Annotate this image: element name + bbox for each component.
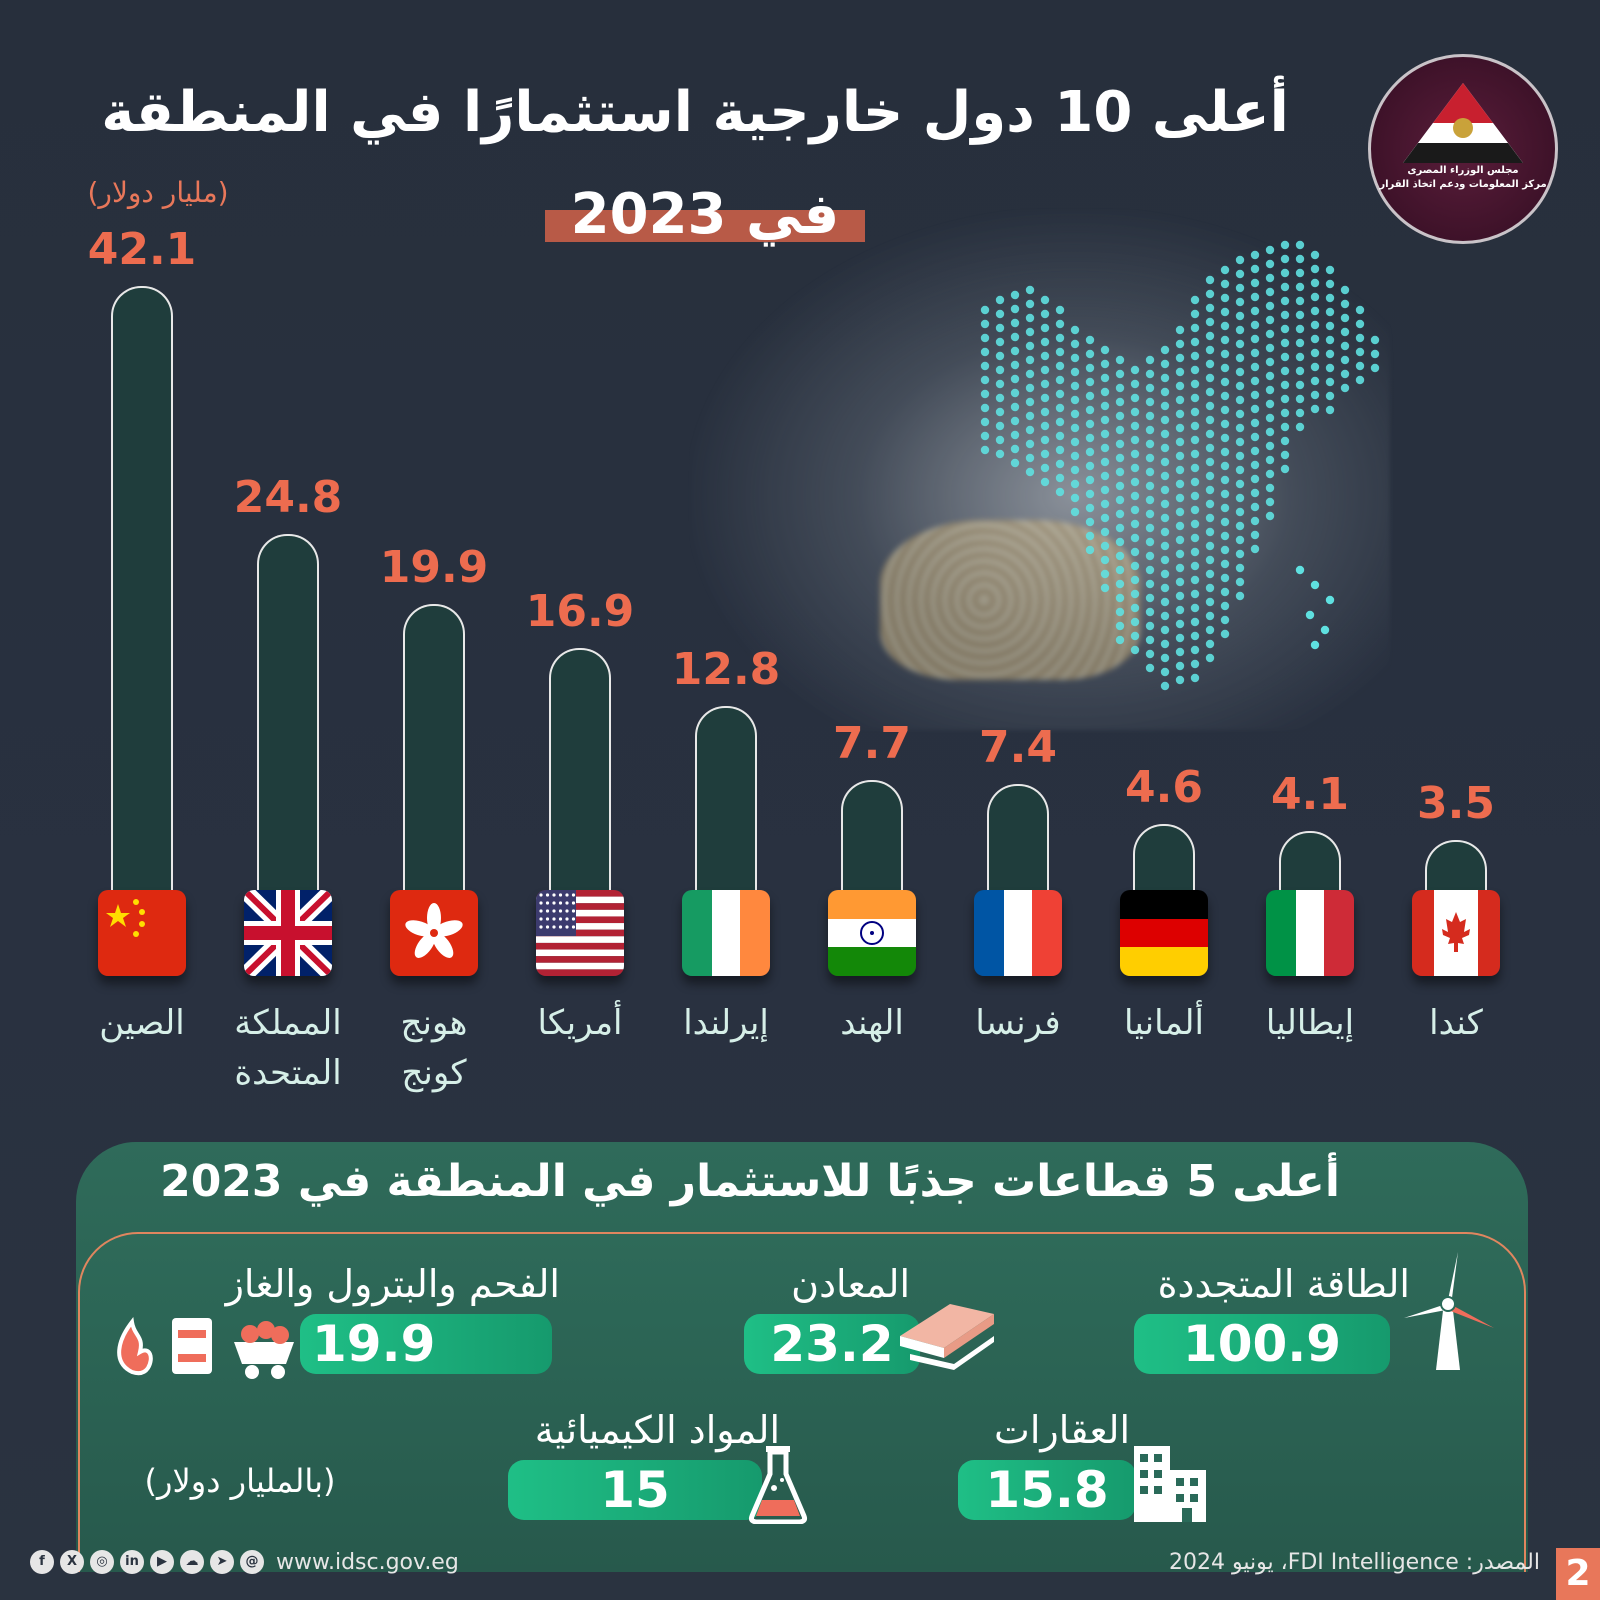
value-label-usa: 16.9 xyxy=(525,585,635,637)
buildings-icon xyxy=(1134,1446,1206,1522)
bar-germany xyxy=(1133,824,1195,896)
sector-label-chemicals: المواد الكيميائية xyxy=(534,1408,780,1452)
sector-value-real-estate: 15.8 xyxy=(958,1460,1136,1520)
usa-flag-icon xyxy=(536,890,624,976)
category-label-ireland: إيرلندا xyxy=(683,1003,769,1043)
logo-text: مجلس الوزراء المصرى مركز المعلومات ودعم … xyxy=(1378,164,1548,192)
logo-text-line1: مجلس الوزراء المصرى xyxy=(1407,165,1519,176)
coins-photo xyxy=(880,520,1140,680)
category-label-hong-kong: هونج كونج xyxy=(400,1003,468,1093)
value-label-hong-kong: 19.9 xyxy=(379,542,489,594)
value-label-canada: 3.5 xyxy=(1417,777,1495,829)
chemical-flask-icon xyxy=(749,1446,807,1524)
italy-flag-icon xyxy=(1266,890,1354,976)
hong-kong-flag-icon xyxy=(390,890,478,976)
sector-label-real-estate: العقارات xyxy=(994,1408,1130,1452)
sector-label-metals: المعادن xyxy=(791,1262,910,1306)
value-label-india: 7.7 xyxy=(833,717,911,769)
value-label-uk: 24.8 xyxy=(233,472,343,524)
bar-india xyxy=(841,779,903,896)
india-flag-icon xyxy=(828,890,916,976)
sector-label-coal-oil-gas: الفحم والبترول والغاز xyxy=(225,1262,560,1306)
facebook-icon[interactable]: f xyxy=(30,1550,54,1574)
ireland-flag-icon xyxy=(682,890,770,976)
sector-value-metals: 23.2 xyxy=(744,1314,920,1374)
page-title-line2: في 2023 xyxy=(570,182,840,247)
sector-label-renewable: الطاقة المتجددة xyxy=(1157,1262,1410,1306)
sectors-title: أعلى 5 قطاعات جذبًا للاستثمار في المنطقة… xyxy=(160,1156,1340,1207)
telegram-icon[interactable]: ➤ xyxy=(210,1550,234,1574)
sector-value-coal-oil-gas: 19.9 xyxy=(300,1314,552,1374)
eagle-icon xyxy=(1403,83,1523,163)
canada-flag-icon xyxy=(1412,890,1500,976)
bar-france xyxy=(987,783,1049,896)
linkedin-icon[interactable]: in xyxy=(120,1550,144,1574)
bar-china xyxy=(111,286,173,896)
category-label-china: الصين xyxy=(99,1003,185,1043)
category-label-uk: المملكة المتحدة xyxy=(234,1003,342,1093)
category-label-india: الهند xyxy=(840,1003,904,1043)
category-label-germany: ألمانيا xyxy=(1124,1003,1204,1043)
value-label-ireland: 12.8 xyxy=(671,644,781,696)
metal-sheets-icon xyxy=(900,1304,994,1370)
bar-usa xyxy=(549,647,611,896)
category-label-france: فرنسا xyxy=(975,1003,1061,1043)
bar-hong-kong xyxy=(403,604,465,896)
uk-flag-icon xyxy=(244,890,332,976)
x-icon[interactable]: X xyxy=(60,1550,84,1574)
threads-icon[interactable]: @ xyxy=(240,1550,264,1574)
wind-turbine-icon xyxy=(1404,1252,1494,1370)
category-label-usa: أمريكا xyxy=(537,1003,623,1043)
youtube-icon[interactable]: ▶ xyxy=(150,1550,174,1574)
instagram-icon[interactable]: ◎ xyxy=(90,1550,114,1574)
chart-unit-label: (مليار دولار) xyxy=(87,176,229,209)
bar-ireland xyxy=(695,706,757,896)
bar-italy xyxy=(1279,831,1341,896)
page-number: 2 xyxy=(1556,1548,1600,1600)
website-link[interactable]: www.idsc.gov.eg xyxy=(276,1550,459,1575)
china-flag-icon xyxy=(98,890,186,976)
value-label-china: 42.1 xyxy=(87,224,197,275)
france-flag-icon xyxy=(974,890,1062,976)
sector-value-renewable: 100.9 xyxy=(1134,1314,1390,1374)
category-label-canada: كندا xyxy=(1429,1003,1483,1043)
value-label-italy: 4.1 xyxy=(1271,769,1349,821)
bar-canada xyxy=(1425,839,1487,896)
category-label-italy: إيطاليا xyxy=(1265,1003,1355,1043)
coal-oil-gas-icon xyxy=(117,1317,294,1379)
germany-flag-icon xyxy=(1120,890,1208,976)
source-note: المصدر: FDI Intelligence، يونيو 2024 xyxy=(1169,1550,1540,1575)
logo-text-line2: مركز المعلومات ودعم اتخاذ القرار xyxy=(1379,179,1547,190)
soundcloud-icon[interactable]: ☁ xyxy=(180,1550,204,1574)
value-label-germany: 4.6 xyxy=(1125,762,1203,813)
page-title: أعلى 10 دول خارجية استثمارًا في المنطقة xyxy=(101,80,1289,145)
sectors-unit-label: (بالمليار دولار) xyxy=(144,1462,336,1500)
sector-value-chemicals: 15 xyxy=(508,1460,762,1520)
title-highlight xyxy=(545,210,865,242)
value-label-france: 7.4 xyxy=(979,721,1057,773)
bar-uk xyxy=(257,534,319,896)
